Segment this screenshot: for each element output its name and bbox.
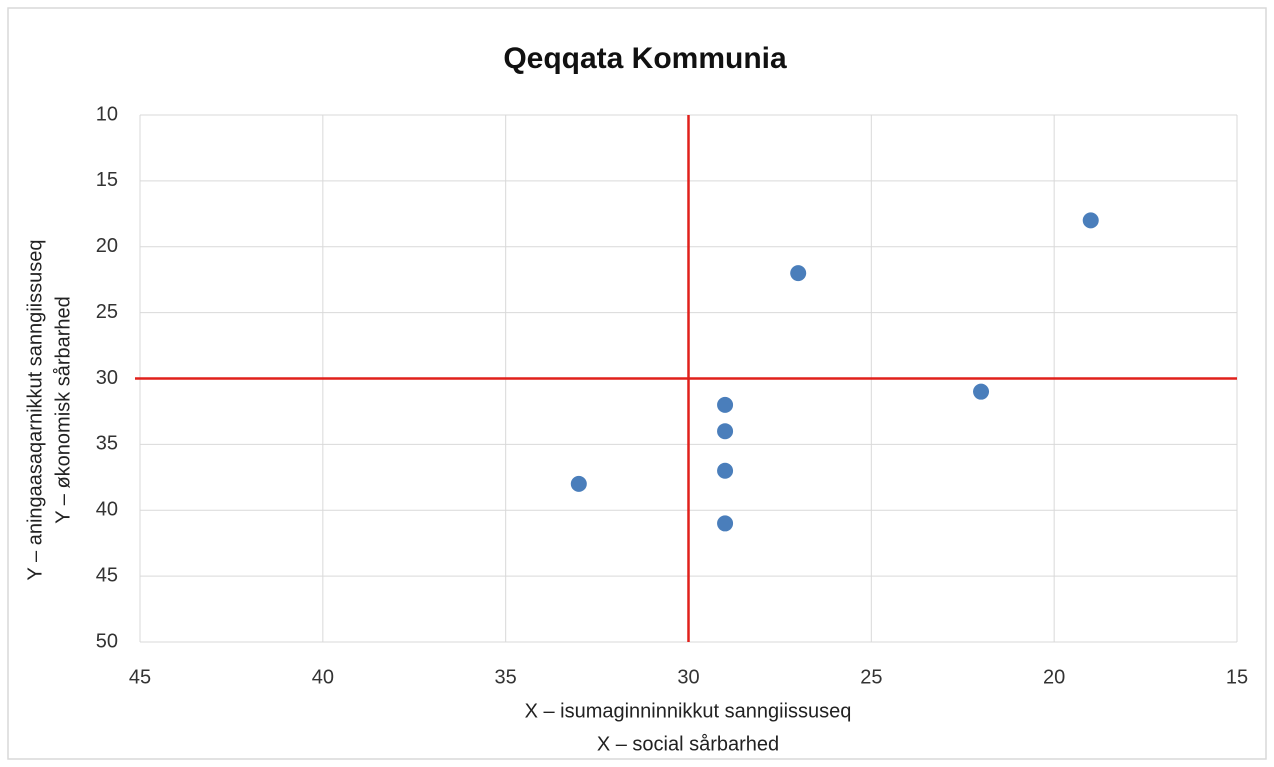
y-tick-label: 10 bbox=[96, 103, 118, 125]
chart-title: Qeqqata Kommunia bbox=[503, 42, 787, 75]
x-tick-label: 20 bbox=[1043, 666, 1065, 688]
data-point bbox=[717, 462, 734, 479]
x-tick-label: 40 bbox=[312, 666, 334, 688]
y-axis-label: Y – aningaasaqarnikkut sanngiissuseq bbox=[24, 240, 46, 581]
data-point bbox=[1082, 212, 1099, 229]
y-tick-label: 40 bbox=[96, 499, 118, 521]
y-tick-label: 50 bbox=[96, 630, 118, 652]
x-tick-label: 30 bbox=[677, 666, 699, 688]
x-axis-label: X – social sårbarhed bbox=[597, 733, 779, 755]
data-point bbox=[717, 396, 734, 413]
chart-frame bbox=[7, 7, 1267, 760]
x-axis-label: X – isumaginninnikkut sanngiissuseq bbox=[525, 700, 852, 722]
data-point bbox=[790, 265, 807, 282]
data-point bbox=[973, 383, 990, 400]
x-tick-label: 45 bbox=[129, 666, 151, 688]
y-tick-label: 30 bbox=[96, 367, 118, 389]
y-tick-label: 35 bbox=[96, 433, 118, 455]
y-tick-label: 25 bbox=[96, 301, 118, 323]
data-point bbox=[717, 423, 734, 440]
y-tick-label: 45 bbox=[96, 564, 118, 586]
y-tick-label: 20 bbox=[96, 235, 118, 257]
data-point bbox=[570, 475, 587, 492]
x-tick-label: 25 bbox=[860, 666, 882, 688]
y-axis-label: Y – økonomisk sårbarhed bbox=[52, 296, 74, 524]
x-tick-label: 15 bbox=[1226, 666, 1248, 688]
x-tick-label: 35 bbox=[495, 666, 517, 688]
data-point bbox=[717, 515, 734, 532]
y-tick-label: 15 bbox=[96, 169, 118, 191]
